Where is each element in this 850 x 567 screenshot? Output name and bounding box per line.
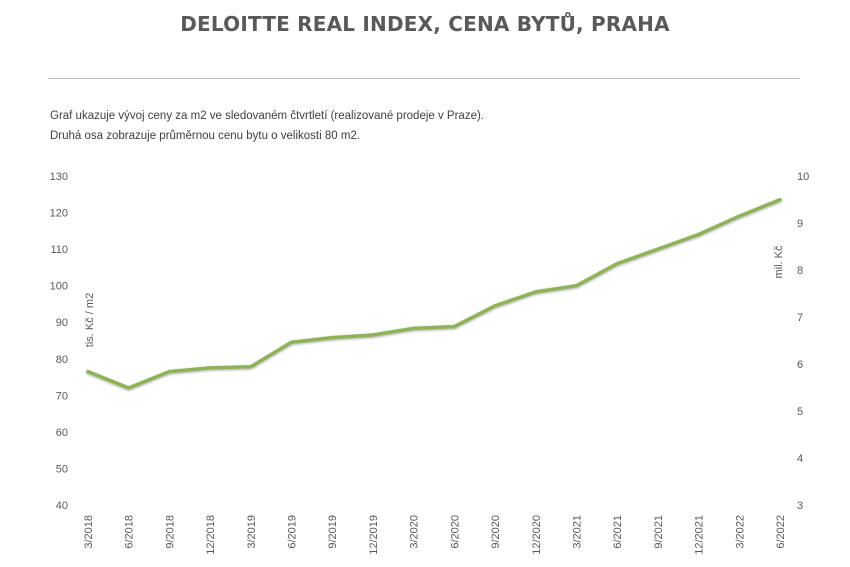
y-tick-label: 90	[56, 317, 68, 329]
data-point	[249, 365, 253, 369]
y2-tick-label: 10	[797, 171, 809, 183]
y-tick-label: 130	[50, 171, 68, 183]
x-tick-label: 12/2020	[531, 515, 543, 555]
y2-axis-ticks: 10 9 8 7 6 5 4 3	[797, 171, 809, 512]
x-tick-label: 12/2021	[694, 515, 706, 555]
y2-tick-label: 7	[797, 312, 803, 324]
chart-title: DELOITTE REAL INDEX, CENA BYTŮ, PRAHA	[180, 12, 670, 36]
y2-axis-label: mil. Kč	[773, 245, 785, 279]
series-line	[86, 198, 782, 390]
y-tick-label: 40	[56, 500, 68, 512]
y-axis-ticks: 130 120 110 100 90 80 70 60 50 40	[50, 171, 68, 512]
data-point	[778, 198, 782, 202]
y-tick-label: 110	[50, 244, 68, 256]
data-point	[493, 304, 497, 308]
series-group	[86, 198, 782, 390]
x-tick-label: 12/2019	[368, 515, 380, 555]
chart-description-line-2: Druhá osa zobrazuje průměrnou cenu bytu …	[50, 130, 361, 142]
x-tick-label: 3/2018	[83, 515, 95, 549]
y-tick-label: 100	[50, 281, 68, 293]
x-tick-label: 3/2022	[734, 515, 746, 549]
y2-tick-label: 6	[797, 359, 803, 371]
x-tick-label: 9/2020	[490, 515, 502, 549]
title-divider	[48, 78, 800, 79]
x-axis-ticks: 3/2018 6/2018 9/2018 12/2018 3/2019 6/2019 9/2…	[83, 515, 787, 555]
y-tick-label: 120	[50, 208, 68, 220]
x-tick-label: 6/2020	[449, 515, 461, 549]
data-point	[615, 262, 619, 266]
data-point	[371, 333, 375, 337]
y2-tick-label: 3	[797, 500, 803, 512]
data-point	[534, 290, 538, 294]
data-point	[737, 214, 741, 218]
y-tick-label: 50	[56, 463, 68, 475]
y2-tick-label: 9	[797, 218, 803, 230]
data-point	[289, 340, 294, 344]
data-point	[330, 335, 334, 340]
x-tick-label: 9/2021	[653, 515, 665, 549]
x-tick-label: 6/2022	[775, 515, 787, 549]
data-point	[208, 366, 212, 370]
y-tick-label: 70	[56, 390, 68, 402]
y-axis-label: tis. Kč / m2	[84, 293, 96, 347]
data-point	[696, 232, 701, 237]
x-tick-label: 6/2019	[287, 515, 299, 549]
data-point	[656, 247, 660, 251]
data-point	[574, 284, 579, 288]
x-tick-label: 9/2018	[164, 515, 176, 549]
y-tick-label: 80	[56, 354, 68, 366]
x-tick-label: 3/2021	[571, 515, 583, 549]
data-point	[127, 386, 131, 390]
y2-tick-label: 8	[797, 265, 803, 277]
chart-description-line-1: Graf ukazuje vývoj ceny za m2 ve sledova…	[50, 110, 484, 122]
x-tick-label: 6/2021	[612, 515, 624, 549]
data-point	[86, 369, 90, 374]
x-tick-label: 6/2018	[124, 515, 136, 549]
x-tick-label: 3/2020	[409, 515, 421, 549]
data-point	[452, 325, 456, 329]
y2-tick-label: 5	[797, 406, 803, 418]
x-tick-label: 3/2019	[246, 515, 258, 549]
data-point	[167, 369, 172, 374]
x-tick-label: 12/2018	[205, 515, 217, 555]
data-point	[412, 326, 416, 331]
x-tick-label: 9/2019	[327, 515, 339, 549]
y2-tick-label: 4	[797, 453, 803, 465]
y-tick-label: 60	[56, 427, 68, 439]
